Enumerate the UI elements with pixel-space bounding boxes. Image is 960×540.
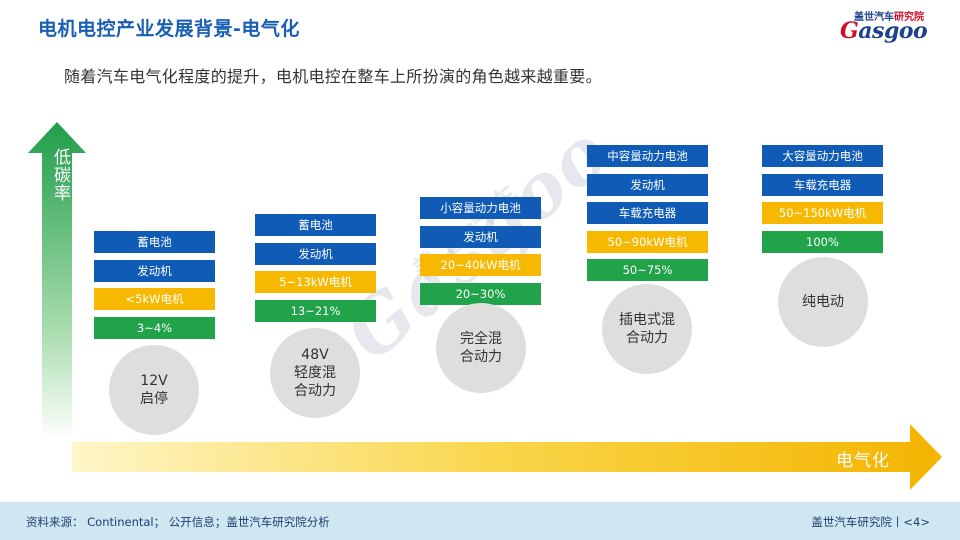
stage-3-component-box: 发动机	[420, 225, 541, 248]
stage-4-component-box: 中容量动力电池	[587, 145, 708, 167]
stage-4-component-box: 车载充电器	[587, 202, 708, 224]
x-axis-label: 电气化	[836, 451, 890, 471]
logo-top-text: 盖世汽车研究院	[854, 8, 924, 23]
stage-5-component-box: 车载充电器	[762, 173, 883, 196]
page-number: 盖世汽车研究院丨<4>	[811, 515, 930, 529]
stage-3-component-box: 20~40kW电机	[420, 254, 541, 276]
stage-3-component-box: 20~30%	[420, 282, 541, 305]
footer-bar: 资料来源： Continental； 公开信息；盖世汽车研究院分析 盖世汽车研究…	[0, 502, 960, 540]
stage-2-type-circle: 48V 轻度混 合动力	[270, 328, 360, 418]
stage-5-type-circle: 纯电动	[778, 257, 868, 347]
stage-2-component-box: 蓄电池	[255, 214, 376, 236]
page-subtitle: 随着汽车电气化程度的提升，电机电控在整车上所扮演的角色越来越重要。	[64, 67, 602, 86]
logo-top-a: 盖世汽车	[854, 12, 894, 23]
stage-1-component-box: 发动机	[94, 259, 215, 282]
stage-2-component-box: 发动机	[255, 242, 376, 265]
stage-1-component-box: 蓄电池	[94, 231, 215, 253]
stage-5-component-box: 大容量动力电池	[762, 145, 883, 167]
logo-wordmark: Gasgoo	[840, 18, 928, 44]
gasgoo-logo: 盖世汽车研究院 Gasgoo	[832, 8, 942, 44]
logo-top-b: 研究院	[894, 12, 924, 23]
y-axis-label: 低碳率	[50, 148, 70, 202]
stage-1-component-box: 3~4%	[94, 316, 215, 339]
source-note: 资料来源： Continental； 公开信息；盖世汽车研究院分析	[26, 515, 330, 529]
stage-4-component-box: 发动机	[587, 173, 708, 196]
stage-4-type-circle: 插电式混 合动力	[602, 284, 692, 374]
stage-1-type-circle: 12V 启停	[109, 345, 199, 435]
page-title: 电机电控产业发展背景-电气化	[38, 18, 300, 40]
logo-main-b: asgoo	[858, 18, 928, 44]
stage-5-component-box: 50~150kW电机	[762, 202, 883, 224]
stage-1-component-box: <5kW电机	[94, 288, 215, 310]
stage-5-component-box: 100%	[762, 230, 883, 253]
stage-4-component-box: 50~90kW电机	[587, 230, 708, 253]
stage-2-component-box: 5~13kW电机	[255, 271, 376, 293]
stage-3-type-circle: 完全混 合动力	[436, 303, 526, 393]
stage-4-component-box: 50~75%	[587, 259, 708, 281]
horizontal-arrow	[72, 424, 942, 490]
stage-3-component-box: 小容量动力电池	[420, 197, 541, 219]
logo-main-a: G	[840, 18, 859, 44]
stage-2-component-box: 13~21%	[255, 299, 376, 322]
